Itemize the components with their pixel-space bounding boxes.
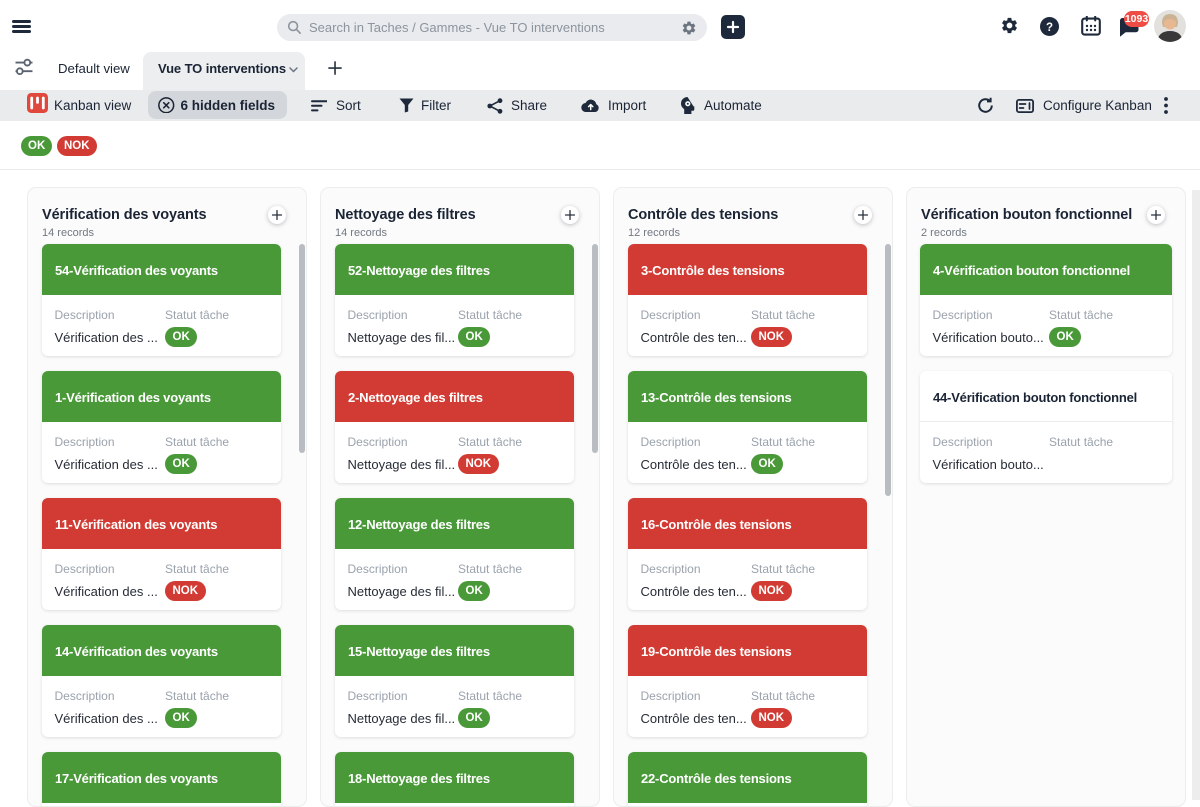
svg-text:?: ? xyxy=(1046,22,1053,34)
